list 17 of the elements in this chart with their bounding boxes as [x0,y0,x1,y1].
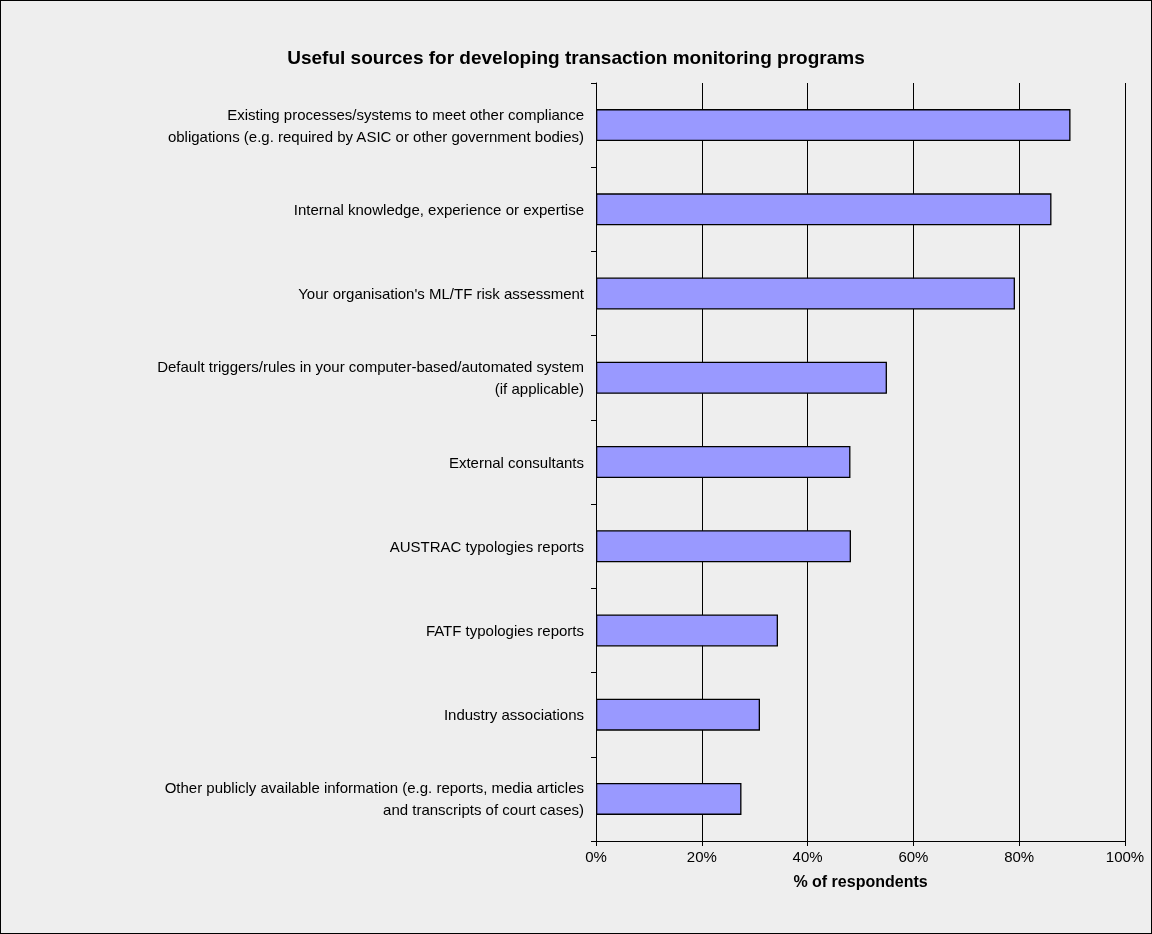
y-tick-label: Other publicly available information (e.g. reports, media articles and transcripts of court cases) [164,779,584,819]
x-tick-label: 80% [1004,848,1035,865]
x-axis-title: % of respondents [793,872,928,890]
y-tick-label: AUSTRAC typologies reports [389,537,584,555]
y-tick-label: Existing processes/systems to meet other compliance obligations (e.g. required by ASIC or other government bodies) [167,105,584,145]
x-tick-label: 60% [898,848,929,865]
y-tick-label: Default triggers/rules in your computer-based/automated system (if applicable) [157,358,584,398]
y-tick-label: Your organisation's ML/TF risk assessment [298,285,585,303]
chart-title: Useful sources for developing transaction monitoring programs [287,47,865,68]
x-tick-label: 100% [1105,848,1145,865]
y-tick-label: External consultants [448,453,584,471]
x-tick-label: 20% [686,848,717,865]
x-tick-label: 40% [792,848,823,865]
y-tick-label: Industry associations [443,706,584,724]
y-tick-label: Internal knowledge, experience or expertise [293,200,584,218]
y-tick-label: FATF typologies reports [425,621,584,639]
x-tick-label: 0% [585,848,607,865]
